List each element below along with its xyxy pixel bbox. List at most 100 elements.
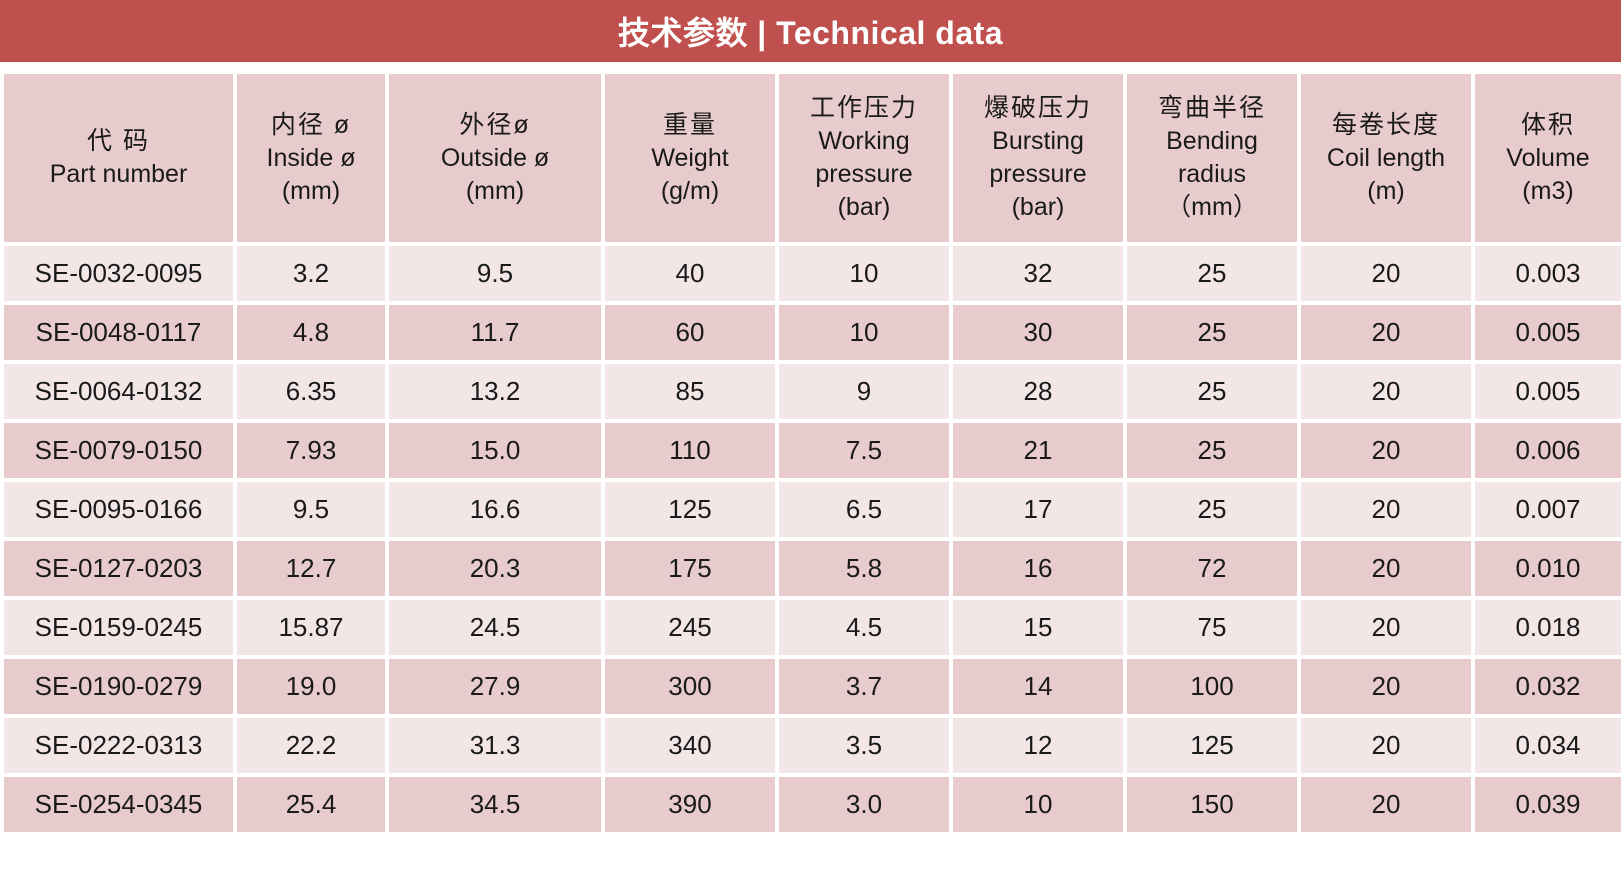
- table-cell-part: SE-0064-0132: [0, 360, 237, 423]
- column-header-line: pressure: [815, 160, 913, 188]
- table-cell-weight: 175: [601, 537, 779, 600]
- table-cell-inside: 25.4: [233, 773, 389, 836]
- table-cell-weight: 125: [601, 478, 779, 541]
- table-cell-working: 10: [775, 301, 953, 364]
- table-title: 技术参数 | Technical data: [0, 0, 1621, 62]
- table-body: SE-0032-0095 3.2 9.5 40 10 32 25 20 0.003 SE-0048…: [0, 242, 1621, 836]
- table-cell-volume: 0.010: [1471, 537, 1621, 600]
- column-header-line: pressure: [989, 160, 1087, 188]
- table-cell-part: SE-0127-0203: [0, 537, 237, 600]
- table-cell-bending: 25: [1123, 360, 1301, 423]
- table-cell-coil: 20: [1297, 596, 1475, 659]
- column-header-line: 每卷长度: [1331, 110, 1440, 139]
- table-cell-inside: 4.8: [233, 301, 389, 364]
- table-row: SE-0079-0150 7.93 15.0 110 7.5 21 25 20 0.006: [0, 419, 1621, 482]
- table-cell-volume: 0.003: [1471, 242, 1621, 305]
- technical-data-table: 代 码 Part number 内径 ø Inside ø (mm) 外径ø Outside…: [0, 70, 1621, 836]
- table-cell-outside: 24.5: [385, 596, 605, 659]
- column-header-line: Part number: [49, 160, 188, 188]
- table-cell-weight: 110: [601, 419, 779, 482]
- column-header-coil: 每卷长度 Coil length (m): [1297, 70, 1475, 246]
- table-cell-bending: 100: [1123, 655, 1301, 718]
- column-header-line: Bending: [1166, 127, 1258, 155]
- table-cell-coil: 20: [1297, 360, 1475, 423]
- table-cell-working: 4.5: [775, 596, 953, 659]
- table-cell-bending: 25: [1123, 419, 1301, 482]
- column-header-bending: 弯曲半径 Bending radius （mm）: [1123, 70, 1301, 246]
- table-cell-inside: 7.93: [233, 419, 389, 482]
- table-cell-weight: 390: [601, 773, 779, 836]
- column-header-line: Volume: [1506, 143, 1590, 172]
- table-cell-coil: 20: [1297, 301, 1475, 364]
- table-cell-outside: 27.9: [385, 655, 605, 718]
- column-header-line: (bar): [837, 193, 891, 221]
- column-header-line: Coil length: [1326, 143, 1446, 172]
- column-header-line: (bar): [1011, 193, 1065, 221]
- table-cell-bending: 75: [1123, 596, 1301, 659]
- table-row: SE-0127-0203 12.7 20.3 175 5.8 16 72 20 0.010: [0, 537, 1621, 600]
- column-header-line: Outside ø: [440, 143, 550, 172]
- table-cell-bending: 125: [1123, 714, 1301, 777]
- column-header-line: Bursting: [992, 127, 1084, 155]
- table-cell-working: 3.7: [775, 655, 953, 718]
- column-header-volume: 体积 Volume (m3): [1471, 70, 1621, 246]
- table-cell-outside: 15.0: [385, 419, 605, 482]
- table-cell-working: 7.5: [775, 419, 953, 482]
- table-cell-outside: 16.6: [385, 478, 605, 541]
- column-header-part: 代 码 Part number: [0, 70, 237, 246]
- table-cell-coil: 20: [1297, 419, 1475, 482]
- table-row: SE-0032-0095 3.2 9.5 40 10 32 25 20 0.003: [0, 242, 1621, 305]
- column-header-line: Working: [818, 127, 910, 155]
- table-cell-weight: 300: [601, 655, 779, 718]
- table-cell-inside: 19.0: [233, 655, 389, 718]
- table-cell-weight: 40: [601, 242, 779, 305]
- table-cell-weight: 340: [601, 714, 779, 777]
- table-cell-volume: 0.018: [1471, 596, 1621, 659]
- column-header-working: 工作压力 Working pressure (bar): [775, 70, 953, 246]
- column-header-line: 重量: [662, 110, 717, 139]
- table-cell-coil: 20: [1297, 655, 1475, 718]
- table-cell-outside: 31.3: [385, 714, 605, 777]
- table-cell-working: 9: [775, 360, 953, 423]
- table-cell-coil: 20: [1297, 714, 1475, 777]
- table-row: SE-0064-0132 6.35 13.2 85 9 28 25 20 0.005: [0, 360, 1621, 423]
- table-cell-working: 3.5: [775, 714, 953, 777]
- table-cell-part: SE-0095-0166: [0, 478, 237, 541]
- table-cell-part: SE-0222-0313: [0, 714, 237, 777]
- column-header-line: (mm): [465, 176, 525, 205]
- table-cell-bursting: 14: [949, 655, 1127, 718]
- table-cell-bursting: 32: [949, 242, 1127, 305]
- table-cell-outside: 11.7: [385, 301, 605, 364]
- table-cell-bursting: 12: [949, 714, 1127, 777]
- column-header-line: Weight: [651, 143, 729, 172]
- column-header-line: 爆破压力: [983, 94, 1092, 122]
- table-cell-volume: 0.007: [1471, 478, 1621, 541]
- table-cell-part: SE-0254-0345: [0, 773, 237, 836]
- table-cell-bursting: 21: [949, 419, 1127, 482]
- table-cell-part: SE-0079-0150: [0, 419, 237, 482]
- table-cell-volume: 0.039: [1471, 773, 1621, 836]
- table-cell-part: SE-0048-0117: [0, 301, 237, 364]
- table-cell-inside: 6.35: [233, 360, 389, 423]
- column-header-outside: 外径ø Outside ø (mm): [385, 70, 605, 246]
- column-header-line: (m): [1367, 176, 1405, 205]
- table-row: SE-0222-0313 22.2 31.3 340 3.5 12 125 20 0.034: [0, 714, 1621, 777]
- table-cell-working: 5.8: [775, 537, 953, 600]
- table-cell-coil: 20: [1297, 773, 1475, 836]
- table-cell-bending: 150: [1123, 773, 1301, 836]
- table-cell-inside: 15.87: [233, 596, 389, 659]
- table-cell-volume: 0.005: [1471, 301, 1621, 364]
- table-cell-outside: 9.5: [385, 242, 605, 305]
- table-cell-working: 3.0: [775, 773, 953, 836]
- table-row: SE-0159-0245 15.87 24.5 245 4.5 15 75 20 0.018: [0, 596, 1621, 659]
- column-header-inside: 内径 ø Inside ø (mm): [233, 70, 389, 246]
- column-header-line: 代 码: [87, 127, 150, 155]
- table-cell-part: SE-0159-0245: [0, 596, 237, 659]
- column-header-line: 体积: [1520, 110, 1575, 139]
- column-header-line: (m3): [1522, 176, 1574, 205]
- column-header-weight: 重量 Weight (g/m): [601, 70, 779, 246]
- table-cell-inside: 3.2: [233, 242, 389, 305]
- table-cell-coil: 20: [1297, 242, 1475, 305]
- column-header-line: 内径 ø: [270, 110, 352, 139]
- table-cell-inside: 22.2: [233, 714, 389, 777]
